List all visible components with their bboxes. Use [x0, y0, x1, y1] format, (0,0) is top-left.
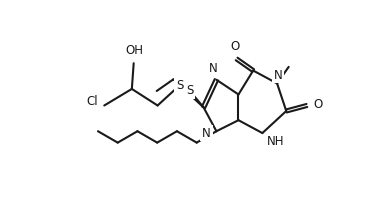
Text: NH: NH [267, 135, 284, 148]
Text: Cl: Cl [86, 95, 98, 108]
Text: OH: OH [125, 44, 143, 57]
Text: N: N [209, 62, 218, 75]
Text: S: S [176, 79, 183, 92]
Text: O: O [313, 98, 323, 111]
Text: O: O [230, 40, 239, 54]
Text: N: N [273, 69, 282, 82]
Text: S: S [186, 85, 193, 97]
Text: N: N [202, 127, 211, 140]
